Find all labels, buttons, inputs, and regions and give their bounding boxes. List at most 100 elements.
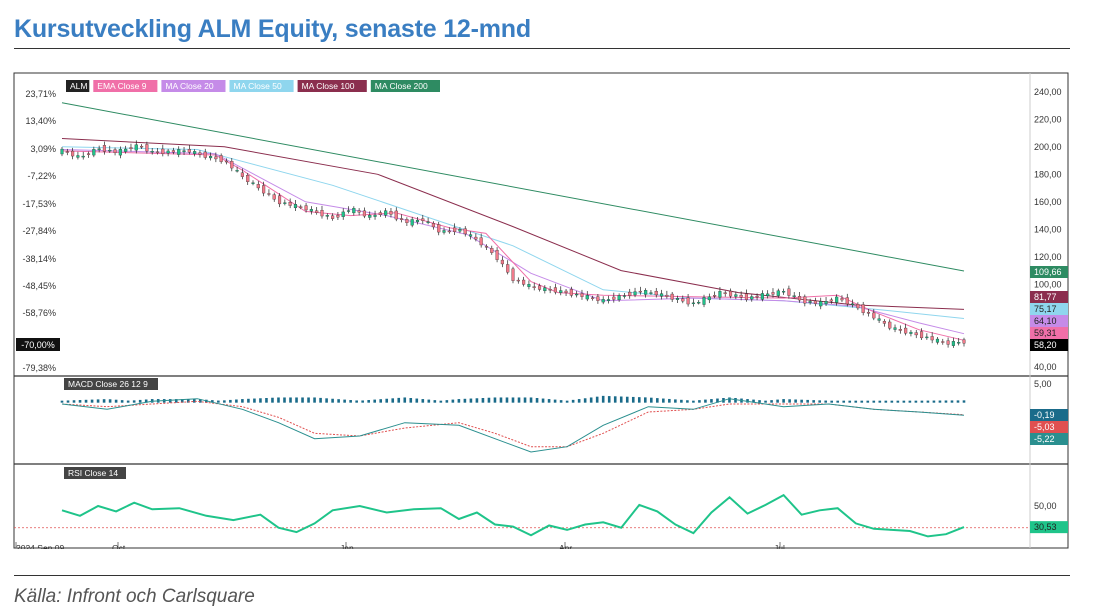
candle-body xyxy=(739,294,743,298)
macd-histogram-bar xyxy=(307,397,310,403)
candle-body xyxy=(113,149,117,153)
legend-swatch xyxy=(66,80,90,92)
macd-histogram-bar xyxy=(878,400,882,403)
last-value-badge xyxy=(1030,327,1068,339)
macd-histogram-bar xyxy=(770,400,773,403)
left-axis-tick: -48,45% xyxy=(22,281,56,291)
macd-histogram-bar xyxy=(830,400,834,403)
right-axis-tick: 220,00 xyxy=(1034,114,1062,124)
macd-histogram-bar xyxy=(217,400,220,403)
candle-body xyxy=(474,236,478,240)
macd-histogram-bar xyxy=(144,399,148,403)
candle-body xyxy=(368,214,372,218)
candle-body xyxy=(797,296,802,301)
candle-body xyxy=(681,298,685,302)
macd-histogram-bar xyxy=(571,399,575,403)
macd-histogram-bar xyxy=(860,400,864,403)
candle-body xyxy=(320,210,324,217)
macd-histogram-bar xyxy=(409,398,413,403)
candle-body xyxy=(548,289,552,291)
candle-body xyxy=(187,149,191,153)
candle-body xyxy=(675,298,680,300)
left-axis-tick: 3,09% xyxy=(30,144,56,154)
candle-body xyxy=(161,148,165,154)
x-axis-label: 2024 Sep 09 xyxy=(16,543,64,553)
candle-body xyxy=(808,301,812,303)
macd-histogram-bar xyxy=(589,397,593,403)
candle-body xyxy=(888,321,892,329)
macd-histogram-bar xyxy=(361,400,364,403)
last-value-badge xyxy=(1030,266,1068,278)
candle-body xyxy=(150,151,154,153)
macd-histogram-bar xyxy=(914,400,918,403)
macd-axis-tick: 5,00 xyxy=(1034,379,1052,389)
candle-body xyxy=(421,218,425,221)
candle-body xyxy=(325,215,329,217)
candle-body xyxy=(925,336,929,339)
current-change-label: -70,00% xyxy=(21,340,55,350)
candle-body xyxy=(760,293,764,300)
macd-histogram-bar xyxy=(289,397,292,403)
macd-histogram-bar xyxy=(271,397,274,403)
macd-histogram-bar xyxy=(511,397,515,403)
macd-histogram-bar xyxy=(668,398,671,403)
series-line-ma20 xyxy=(61,149,965,335)
candle-body xyxy=(824,301,828,305)
macd-histogram-bar xyxy=(686,400,689,403)
x-axis-label: Oct xyxy=(112,543,126,553)
last-value-badge xyxy=(1030,315,1068,327)
candle-body xyxy=(744,293,749,300)
series-line-ma100 xyxy=(61,138,965,310)
candle-body xyxy=(426,221,430,223)
candle-body xyxy=(230,161,234,169)
candle-body xyxy=(644,290,648,295)
candle-body xyxy=(702,297,706,305)
series-line-ema9 xyxy=(61,150,965,341)
candle-body xyxy=(606,299,611,301)
macd-histogram-bar xyxy=(469,398,473,403)
macd-histogram-bar xyxy=(962,400,966,403)
candle-body xyxy=(930,336,934,341)
last-value-label: 81,77 xyxy=(1034,292,1057,302)
candle-body xyxy=(60,148,64,155)
macd-line xyxy=(61,398,965,453)
candle-body xyxy=(214,156,218,160)
right-axis-tick: 140,00 xyxy=(1034,224,1062,234)
macd-histogram-bar xyxy=(938,400,942,403)
macd-histogram-bar xyxy=(926,400,930,403)
macd-histogram-bar xyxy=(114,399,118,403)
left-axis-tick: -79,38% xyxy=(22,363,56,373)
last-value-badge xyxy=(1030,303,1068,315)
candle-body xyxy=(601,299,605,303)
source-divider xyxy=(14,575,1070,576)
candle-body xyxy=(400,218,404,220)
candle-body xyxy=(851,303,855,305)
candle-body xyxy=(155,151,160,153)
last-value-label: 109,66 xyxy=(1034,267,1062,277)
macd-histogram-bar xyxy=(577,399,581,403)
candle-body xyxy=(713,295,717,297)
candle-body xyxy=(458,229,462,232)
left-axis-tick: -38,14% xyxy=(22,254,56,264)
candle-body xyxy=(909,331,913,334)
rsi-legend-label: RSI Close 14 xyxy=(68,468,118,478)
candle-body xyxy=(283,202,287,204)
macd-histogram-bar xyxy=(475,398,479,403)
candle-body xyxy=(415,219,420,223)
rsi-last-value-badge xyxy=(1030,521,1068,534)
candle-body xyxy=(580,293,584,297)
x-axis-label: Apr xyxy=(559,543,572,553)
candle-body xyxy=(299,206,303,208)
macd-histogram-bar xyxy=(367,400,370,403)
macd-histogram-bar xyxy=(60,400,64,403)
macd-histogram-bar xyxy=(126,400,130,403)
candle-body xyxy=(92,149,96,156)
macd-histogram-bar xyxy=(319,397,322,403)
candle-body xyxy=(463,228,467,235)
candle-body xyxy=(819,301,823,307)
macd-histogram-bar xyxy=(764,400,767,403)
candle-body xyxy=(118,148,122,156)
macd-histogram-bar xyxy=(391,398,395,403)
candle-body xyxy=(840,298,844,301)
x-axis-label: Jan xyxy=(340,543,354,553)
